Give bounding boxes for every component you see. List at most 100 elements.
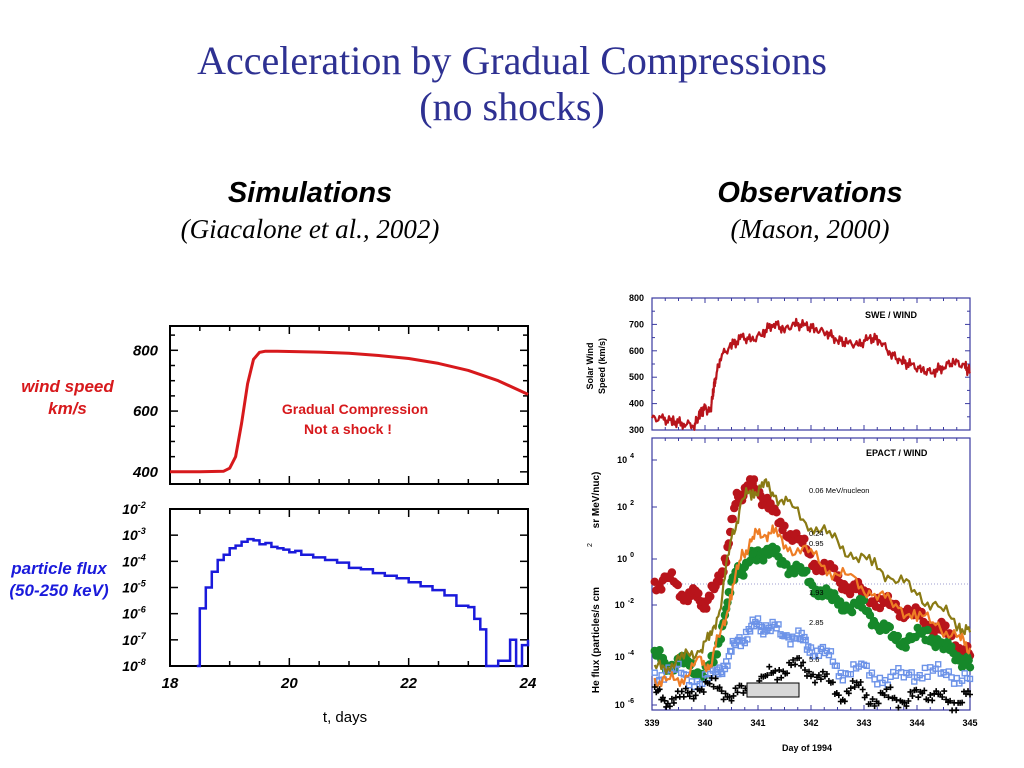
obs-series-5-point	[845, 690, 852, 697]
obs-series-5-point	[867, 700, 874, 707]
obs-series-5-point	[796, 655, 803, 661]
title-line-2: (no shocks)	[419, 84, 605, 129]
obs-series-5-point	[728, 697, 735, 704]
obs-series-2-point	[948, 674, 955, 681]
obs-series-5-point	[772, 667, 779, 674]
obs-series-5-point	[651, 684, 658, 690]
simulations-citation: (Giacalone et al., 2002)	[180, 214, 440, 244]
obs-wind-y-tick-label: 700	[629, 319, 644, 329]
obs-series-0-point	[657, 585, 666, 594]
obs-series-2-point	[754, 615, 762, 622]
obs-series-5-point	[682, 685, 689, 692]
obs-x-axis-label: Day of 1994	[782, 743, 832, 753]
obs-series-5-point	[812, 679, 818, 686]
obs-series-5-point	[790, 657, 797, 663]
obs-series-5-point	[720, 696, 727, 703]
simulation-wind-panel: 400 600 800	[132, 325, 529, 485]
obs-series-2-point	[767, 627, 774, 635]
wind-speed-label-line1: wind speed	[21, 377, 114, 396]
obs-series-2-point	[863, 662, 870, 669]
obs-series-5-point	[784, 670, 791, 677]
obs-flux-x-tick-label: 345	[962, 718, 977, 728]
obs-series-2-point	[953, 674, 960, 682]
obs-series-5-point	[875, 700, 882, 707]
obs-series-5-point	[851, 684, 858, 690]
obs-flux-y-tick-label: 10 0	[617, 552, 634, 564]
obs-series-2-point	[839, 677, 846, 684]
wind-y-tick-label: 600	[133, 403, 159, 420]
obs-series-1-point	[712, 650, 722, 659]
obs-series-5-point	[967, 691, 973, 698]
obs-series-5-point	[661, 697, 668, 704]
obs-series-5-point	[947, 697, 954, 704]
obs-series-5-point	[722, 690, 729, 697]
obs-series-0-point	[728, 514, 737, 524]
obs-series-5-point	[863, 692, 870, 699]
obs-series-0-point	[830, 564, 839, 573]
flux-x-tick-label: 24	[519, 675, 537, 692]
annotation-line-2: Not a shock !	[304, 421, 392, 437]
obs-series-1-point	[802, 566, 811, 576]
obs-series-4-line	[653, 524, 972, 689]
obs-series-1-point	[901, 643, 910, 652]
obs-series-2-point	[717, 669, 725, 676]
obs-series-5-point	[895, 704, 902, 711]
obs-wind-y-tick-label: 400	[629, 399, 644, 409]
obs-wind-y-tick-label: 800	[629, 293, 644, 303]
obs-series-2-point	[775, 621, 782, 628]
page-title: Acceleration by Gradual Compressions (no…	[0, 38, 1024, 130]
obs-series-5-point	[905, 698, 912, 704]
obs-series-2-point	[807, 644, 815, 651]
obs-series-1-point	[739, 571, 748, 580]
obs-series-5-point	[913, 686, 920, 693]
obs-series-0-point	[941, 621, 950, 630]
obs-series-5-point	[678, 688, 685, 695]
observations-heading: Observations	[717, 177, 903, 209]
obs-series-2-point	[815, 652, 823, 659]
obs-series-5-point	[883, 686, 890, 693]
obs-series-2-point	[908, 669, 915, 676]
obs-series-5-point	[668, 695, 675, 702]
obs-series-2-point	[871, 676, 878, 683]
obs-series-5-point	[819, 668, 826, 675]
wind-y-tick-label: 800	[133, 342, 159, 359]
obs-series-5-point	[909, 693, 916, 699]
flux-x-tick-label: 22	[399, 675, 417, 692]
obs-series-5-point	[927, 692, 934, 698]
obs-series-2-point	[950, 680, 958, 687]
obs-flux-x-tick-label: 343	[856, 718, 871, 728]
obs-series-5-point	[700, 689, 707, 695]
obs-series-5-point	[959, 699, 966, 706]
obs-series-0-point	[673, 580, 682, 590]
obs-bottom-y-label-tail: sr MeV/nuc)	[591, 472, 602, 529]
obs-solar-wind-line	[651, 317, 971, 431]
obs-series-5-point	[806, 668, 812, 675]
obs-series-5-point	[810, 671, 816, 678]
obs-flux-x-tick-label: 344	[909, 718, 924, 728]
obs-series-1-point	[835, 597, 845, 606]
obs-series-5-point	[849, 678, 856, 684]
obs-series-2-point	[945, 668, 952, 675]
obs-series-5-point	[792, 661, 799, 668]
obs-series-1-point	[655, 646, 664, 655]
obs-flux-x-tick-label: 341	[750, 718, 765, 728]
wind-speed-line	[170, 349, 529, 474]
obs-series-0-point	[667, 568, 677, 577]
obs-series-0-point	[715, 577, 724, 586]
obs-series-1-point	[885, 622, 894, 632]
obs-series-5-point	[798, 662, 805, 669]
obs-series-2-point	[787, 641, 794, 648]
obs-series-5-point	[903, 703, 910, 710]
obs-series-5-point	[710, 683, 717, 690]
obs-top-y-label-1: Solar Wind	[585, 343, 595, 390]
obs-flux-x-tick-label: 342	[803, 718, 818, 728]
obs-wind-y-tick-label: 600	[629, 346, 644, 356]
obs-series-5-point	[734, 689, 741, 696]
obs-series-5-point	[776, 667, 783, 673]
obs-series-5-point	[871, 703, 878, 709]
obs-flux-x-tick-label: 340	[697, 718, 712, 728]
obs-wind-y-tick-label: 500	[629, 372, 644, 382]
